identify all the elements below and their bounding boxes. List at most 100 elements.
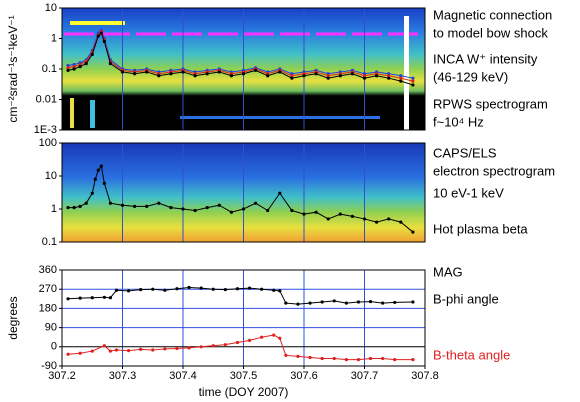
data-point	[344, 301, 348, 305]
data-point	[211, 344, 215, 348]
data-point	[290, 76, 294, 80]
y-tick-label: 0.01	[36, 93, 57, 105]
y-axis-label: degrees	[6, 296, 20, 339]
y-tick-label: 1E-3	[34, 124, 57, 136]
x-tick-label: 307.6	[290, 370, 318, 382]
data-point	[114, 348, 119, 352]
y-tick-label: 1	[51, 32, 57, 44]
data-point	[72, 64, 76, 69]
data-point	[169, 72, 173, 76]
data-point	[362, 217, 367, 221]
data-point	[199, 286, 203, 290]
data-point	[235, 340, 240, 345]
data-point	[114, 288, 119, 292]
data-point	[102, 181, 106, 185]
data-point	[175, 287, 179, 291]
data-point	[205, 206, 209, 210]
data-point	[126, 349, 131, 353]
data-point	[247, 286, 252, 290]
rpws-burst	[90, 100, 95, 128]
data-point	[99, 164, 103, 168]
data-point	[108, 349, 112, 353]
data-point	[320, 356, 324, 361]
data-point	[90, 191, 94, 195]
y-tick-label: -90	[41, 360, 57, 372]
rpws-band	[180, 116, 380, 119]
data-point	[96, 168, 100, 172]
annotation: (46-129 keV)	[433, 69, 508, 84]
data-point	[66, 66, 70, 70]
data-point	[326, 76, 330, 80]
y-tick-label: 90	[45, 322, 57, 334]
data-point	[78, 204, 82, 208]
data-point	[66, 206, 70, 210]
y-tick-label: 0	[51, 341, 57, 353]
data-point	[290, 74, 294, 78]
annotation: RPWS spectrogram	[433, 96, 548, 111]
data-point	[393, 300, 397, 305]
x-tick-label: 307.8	[411, 370, 439, 382]
data-point	[266, 208, 270, 213]
data-point	[320, 300, 324, 304]
data-point	[175, 346, 179, 351]
data-point	[411, 83, 415, 87]
legend-entry: Hot plasma beta	[433, 221, 528, 236]
annotation: 10 eV-1 keV	[433, 185, 504, 200]
y-tick-label: 100	[39, 137, 57, 149]
data-point	[99, 31, 103, 35]
data-point	[133, 72, 137, 76]
data-point	[120, 70, 125, 74]
data-point	[326, 74, 330, 78]
data-point	[254, 68, 258, 72]
y-tick-label: 10	[45, 170, 57, 182]
data-point	[308, 301, 312, 305]
data-point	[139, 347, 143, 351]
annotation: Magnetic connection	[433, 7, 552, 22]
y-tick-label: 360	[39, 264, 57, 276]
x-axis-label: time (DOY 2007)	[199, 385, 289, 399]
data-point	[211, 287, 215, 291]
data-point	[278, 336, 282, 340]
data-point	[326, 217, 330, 221]
data-point	[102, 344, 106, 348]
data-point	[332, 356, 336, 361]
data-point	[278, 289, 282, 293]
data-point	[399, 79, 403, 83]
data-point	[387, 217, 391, 221]
data-point	[356, 358, 361, 362]
y-tick-label: 1	[51, 203, 57, 215]
data-point	[66, 68, 70, 72]
data-point	[96, 34, 100, 38]
data-point	[338, 74, 342, 78]
legend-entry: B-phi angle	[433, 291, 499, 306]
data-point	[241, 207, 246, 211]
data-point	[78, 64, 82, 69]
data-point	[72, 67, 76, 71]
data-point	[139, 288, 143, 292]
data-point	[145, 204, 149, 208]
data-point	[368, 299, 373, 304]
data-point	[93, 177, 97, 181]
data-point	[338, 212, 342, 216]
connection-bar	[70, 21, 125, 25]
data-point	[399, 76, 403, 80]
y-tick-label: 0.1	[42, 236, 57, 248]
data-point	[133, 204, 137, 208]
data-point	[223, 343, 227, 347]
data-point	[217, 70, 221, 74]
x-tick-label: 307.2	[48, 370, 76, 382]
data-point	[290, 208, 294, 213]
y-axis-label: cm⁻²srad⁻¹s⁻¹keV⁻¹	[6, 15, 20, 122]
data-point	[108, 296, 112, 300]
data-point	[193, 74, 197, 78]
data-point	[411, 358, 415, 362]
data-point	[368, 356, 373, 361]
data-point	[187, 346, 191, 350]
data-point	[90, 349, 94, 353]
data-point	[217, 203, 221, 207]
annotation: electron spectrogram	[433, 163, 555, 178]
data-point	[247, 338, 252, 342]
annotation: INCA W⁺ intensity	[433, 51, 538, 66]
data-point	[163, 347, 167, 351]
data-point	[278, 191, 282, 195]
